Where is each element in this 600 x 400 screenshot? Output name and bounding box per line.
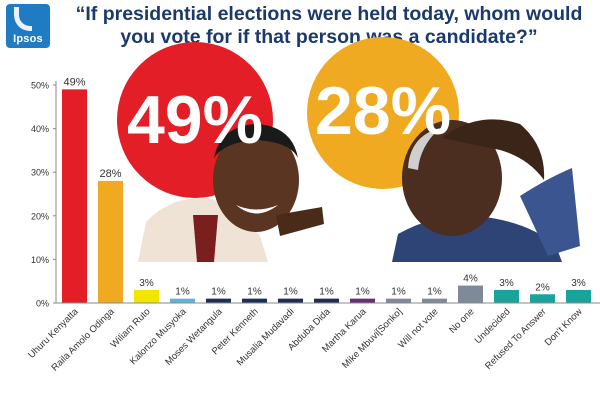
- category-label: Mike Mbuvi[Sonko]: [340, 306, 405, 371]
- raila-head-shape: [402, 120, 502, 236]
- bar-2: [98, 180, 123, 303]
- bar-5: [206, 298, 231, 303]
- bar-value-label: 3%: [139, 278, 154, 289]
- bar-value-label: 1%: [427, 287, 442, 298]
- bar-13: [494, 289, 519, 303]
- bar-value-label: 1%: [391, 287, 406, 298]
- bar-10: [386, 298, 411, 303]
- uhuru-pointing-hand-shape: [276, 207, 324, 236]
- callout-label-raila: 28%: [315, 73, 451, 149]
- raila-sleeve-shape: [520, 168, 580, 256]
- raila-hair-shape: [408, 128, 440, 170]
- bar-14: [530, 294, 555, 303]
- uhuru-tie-shape: [193, 215, 218, 262]
- photo-of-uhuru-kenyatta: [138, 124, 324, 262]
- bar-6: [242, 298, 267, 303]
- bar-value-label: 2%: [535, 282, 550, 293]
- bar-value-label: 1%: [211, 287, 226, 298]
- y-tick-label: 40%: [31, 124, 49, 134]
- y-tick-label: 10%: [31, 255, 49, 265]
- bar-value-label: 1%: [175, 287, 190, 298]
- bar-11: [422, 298, 447, 303]
- bar-15: [566, 289, 591, 303]
- y-tick-label: 0%: [36, 299, 49, 309]
- bar-9: [350, 298, 375, 303]
- bar-value-label: 1%: [247, 287, 262, 298]
- question-title: “If presidential elections were held tod…: [75, 3, 583, 48]
- bar-7: [278, 298, 303, 303]
- y-tick-label: 30%: [31, 168, 49, 178]
- logo-text: Ipsos: [13, 33, 43, 45]
- bar-4: [170, 298, 195, 303]
- bar-8: [314, 298, 339, 303]
- category-label: No one: [447, 306, 476, 335]
- bar-value-label: 4%: [463, 274, 478, 285]
- y-tick-label: 20%: [31, 211, 49, 221]
- bar-value-label: 1%: [283, 287, 298, 298]
- ipsos-logo: Ipsos: [6, 4, 50, 48]
- y-axis: 0% 10% 20% 30% 40% 50%: [31, 81, 57, 309]
- bar-value-label: 3%: [571, 278, 586, 289]
- uhuru-smile-shape: [236, 205, 278, 214]
- callout-label-uhuru: 49%: [127, 82, 263, 158]
- candidate-photos-group: 49% 28%: [117, 37, 580, 262]
- bar-3: [134, 289, 159, 303]
- category-label: Raila Amolo Odinga: [49, 306, 117, 374]
- bar-value-label: 3%: [499, 278, 514, 289]
- uhuru-hair-shape: [214, 124, 298, 158]
- category-label: Refused To Answer: [483, 306, 549, 372]
- bar-value-label: 28%: [99, 168, 121, 180]
- raila-raised-hand-shape: [442, 119, 545, 180]
- y-tick-label: 50%: [31, 81, 49, 91]
- uhuru-head-shape: [213, 128, 299, 232]
- photo-of-raila-odinga: [392, 119, 580, 262]
- bar-value-label: 1%: [355, 287, 370, 298]
- logo-swoosh-icon: [14, 7, 32, 31]
- bar-value-label: 49%: [63, 76, 85, 88]
- bar-12: [458, 285, 483, 303]
- bar-value-label: 1%: [319, 287, 334, 298]
- bar-1: [62, 89, 87, 303]
- category-label: Don't Know: [543, 306, 585, 348]
